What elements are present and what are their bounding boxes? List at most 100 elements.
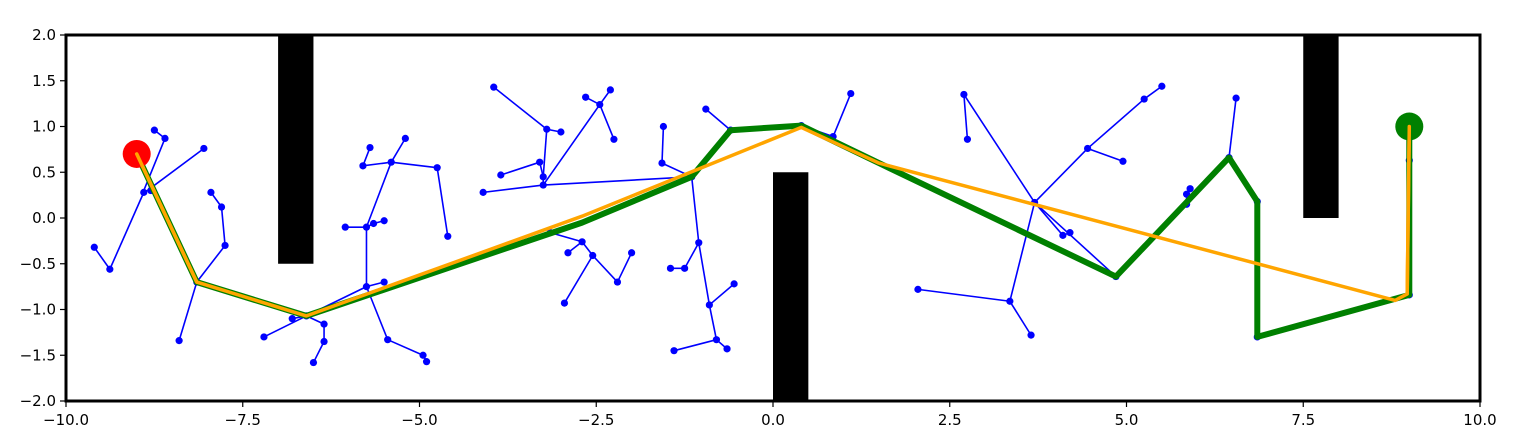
tree-edge [917, 288, 1010, 303]
tree-node [380, 217, 388, 225]
tree-node [536, 158, 544, 166]
tree-node [610, 135, 618, 143]
tree-node [702, 105, 710, 113]
tree-node [1186, 185, 1194, 193]
tree-node [320, 320, 328, 328]
tree-edge [436, 167, 449, 237]
tree-node [613, 278, 622, 286]
paths [133, 122, 1413, 340]
smoothed-path-end-segment [1405, 124, 1412, 296]
obstacles [278, 35, 1339, 401]
tree-node [1084, 144, 1092, 153]
tree-edge [483, 184, 544, 194]
tree-node [150, 126, 158, 134]
tree-node [670, 347, 678, 355]
tree-node [557, 128, 565, 136]
tree-node [847, 89, 855, 98]
x-axis: −10.0 −7.5 −5.0 −2.5 0.0 2.5 5.0 7.5 10.0 [43, 401, 1497, 429]
tree-node [963, 135, 972, 143]
tree-node [596, 100, 604, 109]
tree-node [380, 278, 388, 286]
tree-edge [690, 176, 700, 243]
tree-node [1158, 82, 1166, 90]
tree-edge [673, 338, 717, 352]
tree-node [106, 265, 114, 273]
y-tick-label: 1.5 [32, 72, 56, 90]
tree-node [723, 345, 731, 353]
tree-node [384, 336, 392, 344]
tree-node [606, 86, 614, 94]
tree-edge [1033, 201, 1064, 236]
tree-edge [705, 108, 732, 131]
y-tick-label: 0.0 [32, 209, 56, 227]
tree-node [433, 164, 441, 172]
x-tick-label: −10.0 [43, 411, 89, 429]
tree-node [1027, 331, 1035, 339]
x-tick-label: 7.5 [1291, 411, 1315, 429]
smoothed-path-start-segment [134, 152, 199, 284]
tree-node [914, 285, 922, 293]
tree-edge [312, 341, 325, 363]
tree-edge [220, 206, 226, 246]
tree-node [419, 351, 427, 359]
tree-node [479, 188, 487, 196]
tree-edge [362, 161, 392, 167]
x-tick-label: 0.0 [761, 411, 785, 429]
x-tick-label: −5.0 [401, 411, 437, 429]
y-tick-label: 2.0 [32, 26, 56, 44]
tree-edge [708, 283, 735, 306]
tree-edge [387, 338, 424, 356]
tree-edge [1034, 147, 1089, 204]
tree-node [960, 90, 968, 99]
tree-node [341, 223, 349, 231]
tree-edge [390, 137, 407, 163]
tree-edge [500, 161, 540, 176]
tree-edge [963, 94, 1036, 203]
obstacle-0 [278, 35, 314, 264]
tree-node [401, 134, 409, 142]
tree-node [1059, 231, 1067, 239]
y-tick-label: −1.5 [20, 346, 56, 364]
markers [122, 112, 1424, 296]
tree-edge [542, 129, 548, 177]
tree-node [712, 336, 721, 344]
x-tick-label: −2.5 [578, 411, 614, 429]
tree-node [369, 219, 378, 228]
tree-node [564, 249, 572, 257]
tree-node [490, 83, 498, 91]
tree-edge [109, 192, 145, 270]
tree-node [288, 315, 296, 323]
tree-edge [963, 94, 969, 140]
tree-edge [563, 255, 594, 304]
tree-node [387, 158, 395, 166]
x-tick-label: 10.0 [1463, 411, 1496, 429]
tree-node [207, 188, 215, 196]
tree-node [1232, 94, 1240, 102]
tree-edge [592, 254, 619, 283]
tree-edge [661, 126, 665, 164]
y-tick-label: −1.0 [20, 301, 56, 319]
tree-node [359, 162, 367, 170]
tree-node [217, 203, 226, 211]
tree-node [730, 280, 738, 288]
tree-node [90, 243, 98, 251]
tree-edge [1143, 85, 1163, 100]
tree-edge [178, 281, 198, 341]
tree-node [705, 301, 713, 309]
tree-node [1140, 95, 1148, 103]
tree-node [539, 181, 547, 189]
tree-node [582, 93, 590, 101]
tree-node [1066, 229, 1074, 237]
x-tick-label: 5.0 [1115, 411, 1139, 429]
tree-edge [697, 242, 711, 306]
tree-node [161, 134, 169, 142]
tree-edge [616, 252, 633, 283]
tree-node [695, 239, 703, 247]
x-tick-label: 2.5 [938, 411, 962, 429]
tree-node [658, 159, 666, 167]
tree-node [366, 143, 374, 152]
tree-node [140, 188, 148, 196]
x-tick-label: −7.5 [225, 411, 261, 429]
tree-edge [1087, 98, 1145, 150]
